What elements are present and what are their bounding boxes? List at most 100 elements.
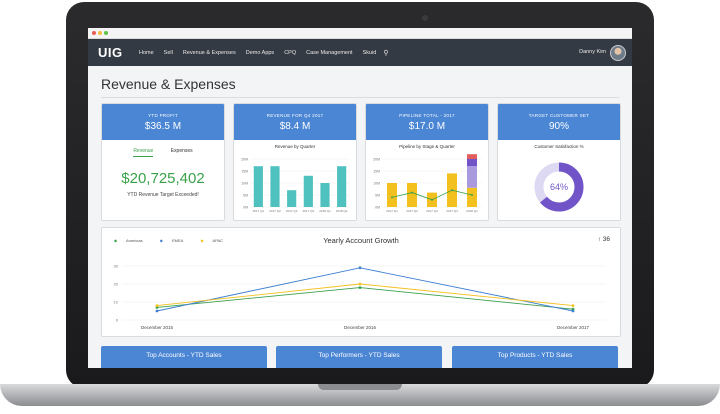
x-tick-label: 2017 Q1 — [253, 209, 265, 213]
nav-item-sell[interactable]: Sell — [163, 49, 173, 56]
card-label: REVENUE FOR Q4 2017 — [266, 113, 324, 118]
bar — [320, 183, 330, 207]
card-header: REVENUE FOR Q4 2017 $8.4 M — [234, 104, 356, 140]
legend-apac[interactable]: ◆ APAC — [200, 238, 224, 243]
target-customer-card: TARGET CUSTOMER SET 90% Customer Satisfa… — [497, 103, 621, 221]
tab-revenue[interactable]: Revenue — [133, 148, 154, 157]
chart-title: Customer Satisfaction % — [534, 144, 584, 149]
x-tick-label: 2018 Q1 — [319, 209, 331, 213]
stack-segment — [467, 166, 477, 188]
nav-item-home[interactable]: Home — [139, 49, 154, 56]
legend-emea[interactable]: ◆ EMEA — [159, 238, 184, 243]
card-header: YTD PROFIT $36.5 M — [102, 104, 224, 140]
y-tick-label: 15M — [241, 170, 248, 174]
bar — [270, 166, 280, 207]
q4-revenue-card: REVENUE FOR Q4 2017 $8.4 M Revenue by Qu… — [233, 103, 357, 221]
series-point — [571, 309, 575, 313]
card-label: PIPELINE TOTAL - 2017 — [399, 113, 455, 118]
maximize-dot-icon[interactable] — [104, 31, 108, 35]
legend-americas[interactable]: ◆ Americas — [114, 238, 143, 243]
x-tick-label: 2017 Q1 — [386, 209, 398, 213]
series-point — [155, 309, 159, 313]
y-tick-label: 10M — [241, 182, 248, 186]
card-label: YTD PROFIT — [148, 113, 178, 118]
stack-segment — [467, 187, 477, 207]
x-tick-label: December 2016 — [344, 325, 377, 330]
nav-item-revenue-expenses[interactable]: Revenue & Expenses — [182, 49, 236, 56]
growth-count: ↑ 36 — [597, 236, 610, 243]
y-tick-label: 15M — [373, 170, 380, 174]
tab-expenses[interactable]: Expenses — [170, 148, 193, 154]
y-tick-label: 20M — [241, 158, 248, 162]
top-accounts-header[interactable]: Top Accounts - YTD Sales — [101, 346, 267, 368]
x-tick-label: 2017 Q2 — [406, 209, 418, 213]
top-nav: UIG Home Sell Revenue & Expenses Demo Ap… — [88, 39, 632, 66]
chart-legend: ◆ Americas ◆ EMEA ◆ APAC — [114, 238, 239, 243]
chart-title: Revenue by Quarter — [274, 144, 316, 149]
laptop-notch — [318, 384, 402, 390]
donut-label: 64% — [550, 182, 568, 192]
minimize-dot-icon[interactable] — [98, 31, 102, 35]
title-divider — [101, 97, 619, 98]
donut-arc — [534, 162, 584, 212]
series-point — [358, 266, 362, 270]
revenue-by-quarter-chart: 20M 15M 10M 5M 0M 2017 Q1 2017 Q2 2017 Q3 2017 Q… — [241, 158, 350, 213]
series-line-apac — [156, 283, 574, 307]
x-tick-label: 2017 Q2 — [269, 209, 281, 213]
bar — [337, 166, 347, 207]
pipeline-chart: 20M 15M 10M 5M 0M 2017 Q1 2017 Q2 2017 Q3 2017 Q… — [373, 154, 482, 213]
series-point — [358, 282, 362, 286]
y-tick-label: 0M — [375, 206, 380, 210]
y-tick-label: 10M — [373, 182, 380, 186]
y-tick-label: 20 — [114, 282, 119, 287]
y-tick-label: 5M — [375, 194, 380, 198]
card-header: TARGET CUSTOMER SET 90% — [498, 104, 620, 140]
y-tick-label: 0 — [116, 318, 119, 323]
series-point — [571, 304, 575, 307]
x-tick-label: 2017 Q4 — [303, 209, 315, 213]
top-products-header[interactable]: Top Products - YTD Sales — [452, 346, 618, 368]
growth-line-chart: 30 20 10 0 December 2015 December 2016 Decembe… — [114, 264, 606, 330]
screen: UIG Home Sell Revenue & Expenses Demo Ap… — [88, 28, 632, 368]
nav-item-case-management[interactable]: Case Management — [306, 49, 353, 56]
y-tick-label: 30 — [114, 264, 119, 269]
stack-segment — [467, 159, 477, 167]
camera-icon — [422, 15, 428, 21]
trend-point — [431, 198, 433, 201]
revenue-amount: $20,725,402 — [121, 170, 205, 187]
avatar[interactable] — [610, 45, 626, 61]
chart-title: Pipeline by Stage & Quarter — [399, 144, 455, 149]
ytd-profit-card: YTD PROFIT $36.5 M Revenue Expenses $20,… — [101, 103, 225, 221]
target-note: YTD Revenue Target Exceeded! — [127, 192, 199, 198]
bar — [253, 166, 263, 207]
bar — [287, 190, 297, 207]
search-icon[interactable]: ⚲ — [383, 49, 389, 57]
yearly-growth-panel: ◆ Americas ◆ EMEA ◆ APAC Yearly Account … — [101, 227, 621, 337]
trend-point — [391, 196, 393, 199]
nav-item-cpq[interactable]: CPQ — [284, 49, 297, 56]
page-title: Revenue & Expenses — [101, 76, 236, 92]
y-tick-label: 0M — [243, 206, 248, 210]
x-tick-label: December 2015 — [141, 325, 174, 330]
browser-chrome — [88, 28, 632, 39]
card-value: 90% — [548, 121, 569, 132]
trend-point — [411, 191, 413, 194]
card-value: $36.5 M — [144, 121, 182, 132]
x-tick-label: 2018 Q2 — [336, 209, 348, 213]
stack-segment — [467, 154, 477, 159]
growth-title: Yearly Account Growth — [323, 236, 399, 245]
nav-item-demo-apps[interactable]: Demo Apps — [245, 49, 275, 56]
bar — [303, 175, 313, 207]
card-header: PIPELINE TOTAL - 2017 $17.0 M — [366, 104, 488, 140]
satisfaction-donut: 64% — [534, 162, 584, 212]
pipeline-card: PIPELINE TOTAL - 2017 $17.0 M Pipeline b… — [365, 103, 489, 221]
series-line-emea — [156, 267, 574, 312]
app-logo[interactable]: UIG — [98, 45, 123, 60]
y-tick-label: 5M — [243, 194, 248, 198]
y-tick-label: 20M — [373, 158, 380, 162]
top-performers-header[interactable]: Top Performers - YTD Sales — [276, 346, 442, 368]
nav-item-skuid[interactable]: Skuid — [362, 49, 377, 56]
user-name[interactable]: Danny Kim — [579, 49, 606, 55]
close-dot-icon[interactable] — [92, 31, 96, 35]
trend-point — [471, 194, 473, 196]
